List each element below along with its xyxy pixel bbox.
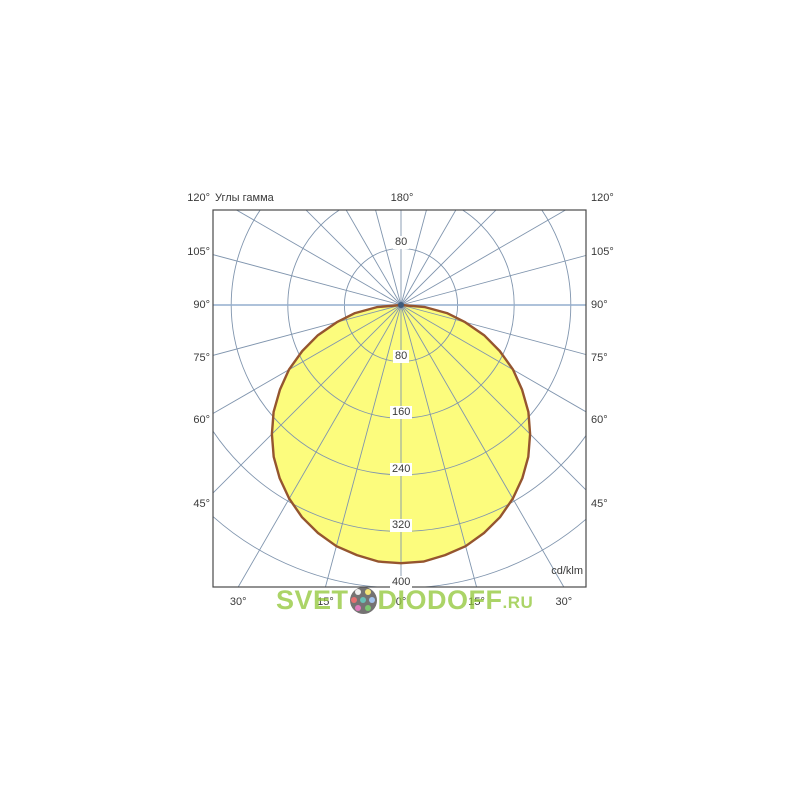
ring-label-240: 240 (390, 462, 413, 476)
gamma-label-right-60: 60° (591, 413, 608, 426)
grid-radial-line (213, 254, 402, 306)
gamma-label-right-45: 45° (591, 498, 608, 510)
gamma-label-left-120: 120° (187, 192, 210, 204)
unit-label: cd/klm (551, 565, 583, 577)
grid-radial-line (400, 304, 586, 356)
watermark-tld: .RU (502, 593, 534, 612)
grid-radial-line (400, 304, 478, 587)
grid-radial-line (305, 210, 402, 306)
grid-radial-line (235, 210, 402, 306)
chart-title: Углы гамма (215, 192, 274, 204)
gamma-label-left-75: 75° (193, 352, 210, 365)
grid-radial-line (400, 210, 567, 306)
gamma-label-right-75: 75° (591, 352, 608, 365)
ring-label-400: 400 (390, 576, 413, 589)
grid-radial-line (400, 304, 586, 413)
logo-dot (351, 597, 358, 603)
gamma-label-bottom-4: 30° (555, 596, 573, 608)
grid-radial-line (213, 304, 402, 356)
grid-radial-line (237, 304, 402, 587)
gamma-label-right-105: 105° (591, 245, 614, 258)
ring-label-80: 80 (393, 349, 410, 363)
logo-dot (355, 589, 362, 596)
grid-radial-line (213, 304, 402, 494)
gamma-180-label: 180° (390, 192, 414, 204)
gamma-label-bottom-0: 30° (229, 596, 247, 608)
grid-radial-line (400, 304, 565, 587)
gamma-label-right-120: 120° (591, 192, 614, 204)
logo-dot (355, 604, 362, 611)
grid-radial-line (400, 254, 586, 306)
ring-label-above-80: 80 (393, 236, 410, 250)
polar-center-dot (398, 302, 404, 308)
logo-dot (364, 604, 371, 611)
ring-label-160: 160 (390, 406, 413, 420)
watermark: SVET DIODOFF .RU (276, 585, 533, 615)
gamma-label-right-90: 90° (591, 299, 608, 311)
gamma-label-bottom-1: 15° (317, 596, 334, 608)
logo-dot (364, 589, 371, 596)
grid-radial-line (400, 210, 497, 306)
gamma-label-left-60: 60° (193, 413, 210, 426)
grid-radial-line (345, 210, 402, 306)
grid-radial-line (400, 304, 586, 491)
grid-radial-line (324, 304, 402, 587)
ring-label-320: 320 (390, 519, 413, 533)
grid-radial-line (400, 210, 427, 306)
grid-radial-line (400, 210, 457, 306)
gamma-label-bottom-3: 15° (468, 596, 485, 608)
gamma-label-left-105: 105° (187, 245, 210, 258)
gamma-label-left-90: 90° (193, 299, 210, 311)
gamma-label-left-45: 45° (193, 498, 210, 510)
logo-dot (369, 597, 376, 603)
grid-radial-line (213, 304, 402, 415)
watermark-text-svet: SVET (276, 585, 349, 615)
logo-center-dot (360, 597, 367, 603)
watermark-logo-icon (349, 586, 377, 614)
watermark-text-diodoff: DIODOFF (377, 585, 503, 615)
grid-radial-line (375, 210, 402, 306)
gamma-label-bottom-2: 0° (395, 596, 407, 608)
intensity-curve-outline (270, 303, 532, 565)
